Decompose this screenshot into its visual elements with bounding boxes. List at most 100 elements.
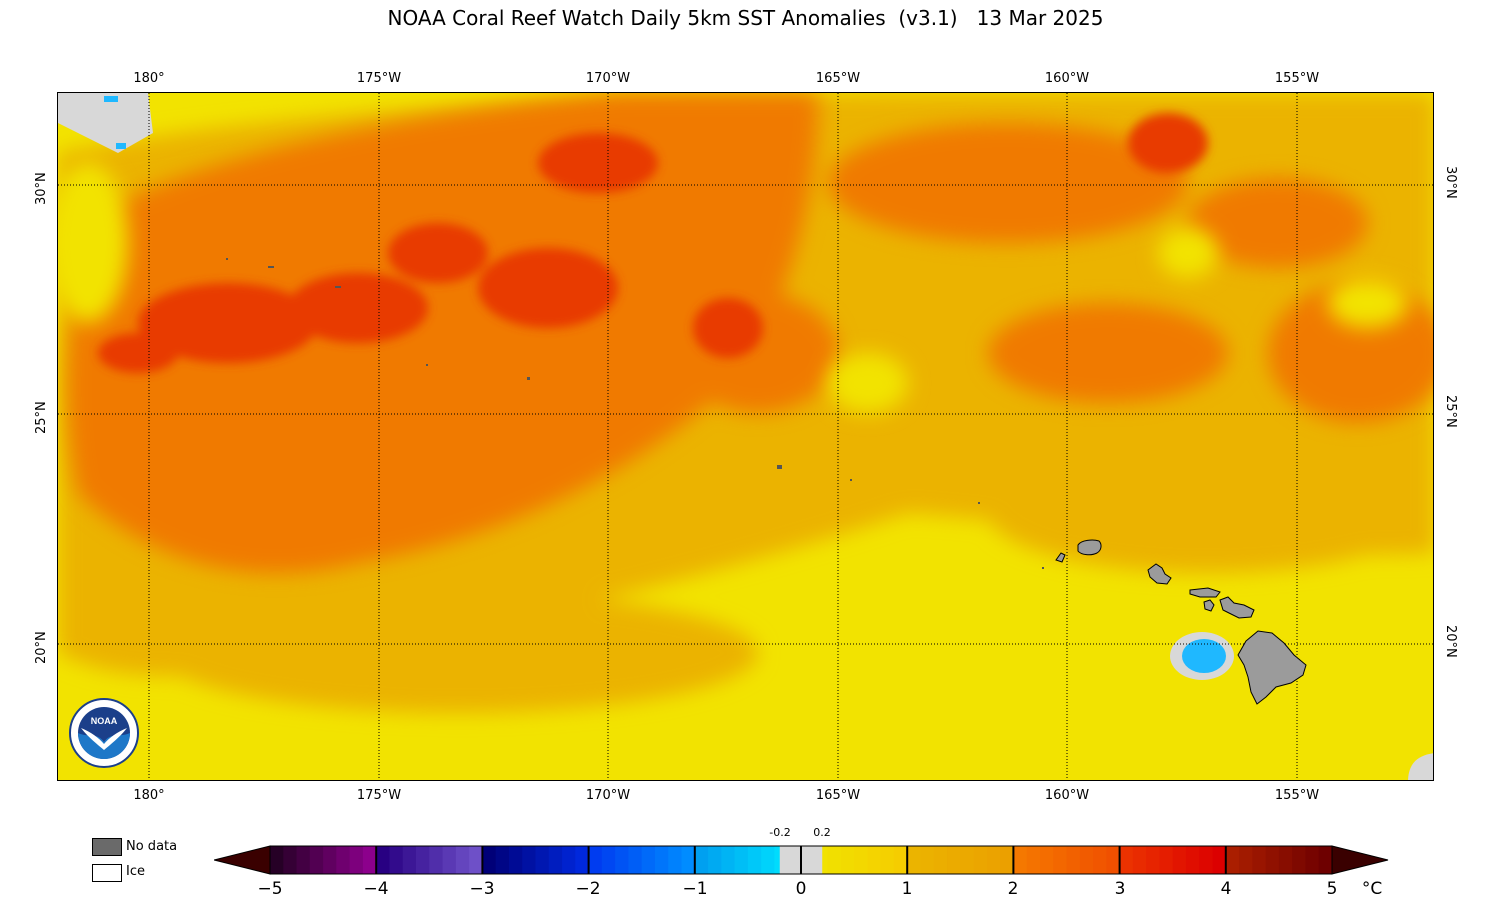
island-kauai [1077, 539, 1102, 556]
colorbar-tick: −5 [257, 879, 283, 899]
colorbar-cell [721, 846, 736, 874]
lat-tick-left: 30°N [34, 172, 49, 205]
colorbar-cell [270, 846, 284, 874]
cold-spot [1182, 639, 1226, 673]
colorbar-cell [628, 846, 643, 874]
colorbar-cell [1278, 846, 1293, 874]
colorbar-cell [694, 846, 709, 874]
logo-wordmark: NOAA [91, 716, 118, 726]
colorbar-cell [681, 846, 696, 874]
colorbar-cell [893, 846, 908, 874]
colorbar-tick: 1 [901, 879, 913, 899]
island-molokai [1189, 587, 1221, 598]
colorbar-cell [1172, 846, 1187, 874]
island-maui [1219, 596, 1255, 619]
colorbar-cell [827, 846, 842, 874]
nw-islands [226, 258, 1044, 569]
nodata-area [1408, 753, 1433, 780]
colorbar-cell [535, 846, 550, 874]
colorbar-tick: 0 [795, 879, 807, 899]
colorbar-tick: −4 [363, 879, 389, 899]
colorbar-cell [1053, 846, 1067, 874]
colorbar-cell [1305, 846, 1320, 874]
colorbar-cell [296, 846, 311, 874]
colorbar-cell [1106, 846, 1121, 874]
lon-tick-bottom: 155°W [1274, 788, 1320, 803]
colorbar-tick: 4 [1220, 879, 1232, 899]
colorbar-cell [362, 846, 377, 874]
lon-tick-bottom: 180° [133, 788, 165, 803]
colorbar-cell [336, 846, 351, 874]
colorbar-cell [1252, 846, 1267, 874]
colorbar-tick: 2 [1007, 879, 1019, 899]
colorbar-cell [1119, 846, 1134, 874]
colorbar-cell [920, 846, 935, 874]
colorbar-cell [1132, 846, 1147, 874]
noaa-logo: NOAA [69, 698, 139, 768]
lat-tick-right: 20°N [1443, 625, 1458, 658]
nodata-swatch [92, 838, 122, 856]
colorbar-cell [416, 846, 430, 874]
lat-tick-left: 25°N [34, 401, 49, 434]
colorbar-cell [283, 846, 298, 874]
anomaly-0-1-patch [58, 163, 1408, 413]
nodata-label: No data [126, 839, 178, 854]
colorbar-tick: 3 [1114, 879, 1126, 899]
colorbar-max-arrow [1331, 845, 1389, 875]
lon-tick-bottom: 170°W [585, 788, 631, 803]
ice-label: Ice [126, 864, 145, 879]
colorbar-cell [1185, 846, 1200, 874]
colorbar-cell [1093, 846, 1107, 874]
colorbar-cell [323, 846, 337, 874]
island-oahu [1147, 563, 1172, 585]
lon-tick-top: 155°W [1274, 71, 1320, 86]
lon-tick-top: 170°W [585, 71, 631, 86]
colorbar-cell [854, 846, 868, 874]
cold-pixel [104, 96, 118, 102]
lon-tick-bottom: 175°W [356, 788, 402, 803]
cold-pixel [116, 143, 126, 149]
colorbar-cell [1039, 846, 1054, 874]
hawaiian-islands [1055, 539, 1307, 705]
lon-tick-top: 160°W [1044, 71, 1090, 86]
map-canvas [58, 93, 1433, 780]
graticule [58, 93, 1433, 780]
colorbar-cell [376, 846, 390, 874]
colorbar-border [269, 845, 1333, 875]
colorbar-cell [1026, 846, 1041, 874]
colorbar-cell [960, 846, 975, 874]
colorbar-small-tick: -0.2 [769, 826, 791, 839]
colorbar-cell [761, 846, 775, 874]
sst-anomaly-map [57, 92, 1434, 781]
colorbar-cell [747, 846, 762, 874]
colorbar-cell [654, 846, 669, 874]
colorbar-cell [562, 846, 576, 874]
colorbar-cell [402, 846, 417, 874]
island-niihau [1055, 552, 1066, 563]
island-hawaii [1237, 630, 1307, 705]
colorbar-cell [455, 846, 470, 874]
colorbar-cell [309, 846, 324, 874]
colorbar-cell [1212, 846, 1227, 874]
colorbar-cell [1239, 846, 1253, 874]
colorbar-cell [1000, 846, 1014, 874]
colorbar-tick: 5 [1326, 879, 1338, 899]
colorbar-cell [1225, 846, 1240, 874]
colorbar-cell [1292, 846, 1306, 874]
colorbar-cell [588, 846, 603, 874]
colorbar-cell [668, 846, 683, 874]
colorbar-cell [1079, 846, 1094, 874]
anomaly-3-4-zone [98, 113, 1208, 373]
colorbar-cell [1199, 846, 1214, 874]
colorbar-cell [601, 846, 616, 874]
colorbar [214, 845, 1389, 875]
colorbar-cell [907, 846, 921, 874]
colorbar-cell [508, 846, 523, 874]
colorbar-cell [708, 846, 722, 874]
colorbar-small-tick: 0.2 [813, 826, 831, 839]
colorbar-cell [1013, 846, 1028, 874]
colorbar-cell [933, 846, 948, 874]
colorbar-unit: °C [1361, 879, 1383, 899]
colorbar-cell [442, 846, 457, 874]
lon-tick-bottom: 165°W [815, 788, 861, 803]
